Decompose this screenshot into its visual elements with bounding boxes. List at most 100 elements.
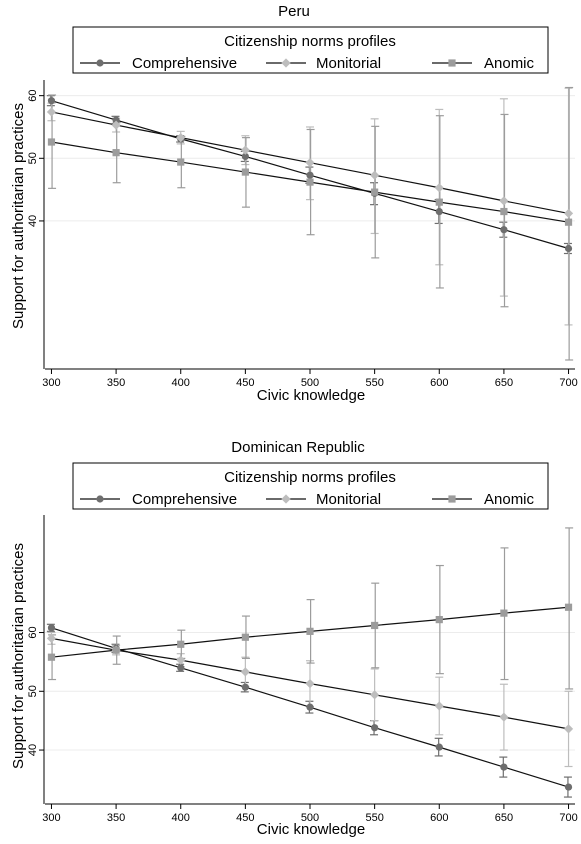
data-point-anomic	[435, 615, 443, 624]
legend-title: Citizenship norms profiles	[224, 469, 396, 486]
data-point-anomic	[306, 178, 314, 186]
chart-title: Dominican Republic	[231, 439, 365, 456]
data-point-comprehensive	[306, 703, 314, 711]
data-point-comprehensive	[241, 152, 249, 161]
data-point-anomic	[564, 218, 573, 226]
data-point-anomic	[112, 149, 120, 157]
data-point-monitorial	[370, 170, 380, 180]
data-point-comprehensive	[306, 171, 314, 179]
y-tick-label: 40	[27, 744, 39, 756]
data-point-anomic	[177, 640, 185, 648]
data-point-anomic	[306, 627, 314, 635]
y-tick-label: 60	[27, 626, 39, 638]
x-tick-label: 600	[430, 377, 448, 389]
x-tick-label: 350	[107, 812, 125, 824]
data-point-comprehensive	[371, 724, 379, 732]
data-point-monitorial	[563, 208, 574, 219]
x-tick-label: 600	[430, 812, 448, 824]
data-point-anomic	[241, 168, 249, 176]
legend-marker-monitorial	[281, 494, 291, 504]
data-point-monitorial	[240, 145, 250, 155]
confidence-intervals	[46, 86, 574, 361]
legend-label-comprehensive: Comprehensive	[132, 55, 237, 72]
data-point-monitorial	[434, 701, 444, 711]
data-point-comprehensive	[112, 116, 120, 124]
axes: 300 350 400 450 500 550 600 650 700 40 50 60	[27, 515, 578, 824]
data-point-comprehensive	[177, 664, 185, 672]
data-point-anomic	[500, 207, 508, 216]
data-point-monitorial	[370, 690, 380, 700]
data-point-monitorial	[305, 158, 315, 168]
x-axis-label: Civic knowledge	[257, 821, 365, 838]
data-point-comprehensive	[47, 624, 56, 632]
legend-label-monitorial: Monitorial	[316, 491, 381, 508]
data-point-anomic	[371, 188, 379, 196]
x-tick-label: 550	[365, 812, 383, 824]
series-lines	[46, 603, 574, 791]
legend-items: Comprehensive Monitorial Anomic	[80, 55, 535, 72]
data-point-anomic	[371, 621, 379, 630]
legend-items: Comprehensive Monitorial Anomic	[80, 491, 535, 508]
legend-marker-comprehensive	[96, 495, 104, 503]
legend-box	[72, 26, 549, 74]
legend-label-monitorial: Monitorial	[316, 55, 381, 72]
data-point-monitorial	[240, 667, 250, 677]
x-tick-label: 450	[236, 377, 254, 389]
data-point-anomic	[241, 633, 249, 641]
legend-title: Citizenship norms profiles	[224, 33, 396, 50]
data-point-monitorial	[305, 679, 315, 689]
legend-label-anomic: Anomic	[484, 55, 535, 72]
data-point-monitorial	[46, 633, 57, 644]
legend-marker-anomic	[448, 495, 456, 503]
data-point-comprehensive	[435, 743, 443, 751]
data-point-monitorial	[563, 724, 574, 734]
x-tick-label: 450	[236, 812, 254, 824]
data-point-monitorial	[46, 107, 57, 117]
data-point-anomic	[564, 603, 573, 611]
legend-marker-monitorial	[281, 58, 291, 68]
y-tick-label: 40	[27, 215, 39, 227]
legend-label-anomic: Anomic	[484, 491, 535, 508]
x-tick-label: 300	[42, 812, 60, 824]
data-point-monitorial	[499, 196, 509, 206]
x-tick-label: 400	[172, 377, 190, 389]
legend-marker-comprehensive	[96, 59, 104, 67]
data-point-comprehensive	[47, 97, 56, 105]
data-point-monitorial	[499, 712, 509, 722]
data-point-anomic	[500, 609, 508, 617]
data-point-monitorial	[434, 183, 444, 193]
data-point-comprehensive	[241, 683, 249, 691]
y-tick-label: 50	[27, 152, 39, 164]
legend-marker-anomic	[448, 59, 456, 67]
data-point-anomic	[47, 653, 56, 661]
legend-box	[72, 462, 549, 510]
y-axis-label: Support for authoritarian practices	[10, 543, 27, 769]
x-tick-label: 500	[301, 377, 319, 389]
x-tick-label: 700	[559, 812, 577, 824]
data-point-monitorial	[176, 655, 186, 665]
confidence-intervals	[46, 527, 574, 798]
x-tick-label: 550	[365, 377, 383, 389]
data-point-anomic	[47, 138, 56, 146]
legend: Citizenship norms profiles Comprehensive…	[72, 26, 549, 74]
y-tick-label: 50	[27, 685, 39, 697]
data-point-anomic	[435, 198, 443, 206]
data-point-comprehensive	[564, 244, 573, 253]
x-tick-label: 350	[107, 377, 125, 389]
y-tick-label: 60	[27, 90, 39, 102]
data-point-comprehensive	[564, 783, 573, 791]
chart-title: Peru	[278, 3, 310, 20]
data-point-monitorial	[111, 120, 121, 130]
data-point-comprehensive	[500, 763, 508, 771]
x-axis-label: Civic knowledge	[257, 387, 365, 404]
x-tick-label: 650	[495, 377, 513, 389]
legend-label-comprehensive: Comprehensive	[132, 491, 237, 508]
x-tick-label: 300	[42, 377, 60, 389]
data-point-comprehensive	[500, 226, 508, 234]
data-point-comprehensive	[435, 207, 443, 216]
x-tick-label: 700	[559, 377, 577, 389]
chart-panel-dominican-republic: Dominican Republic Citizenship norms pro…	[10, 439, 578, 838]
data-point-anomic	[177, 158, 185, 166]
chart-panel-peru: Peru Citizenship norms profiles Comprehe…	[10, 3, 578, 404]
